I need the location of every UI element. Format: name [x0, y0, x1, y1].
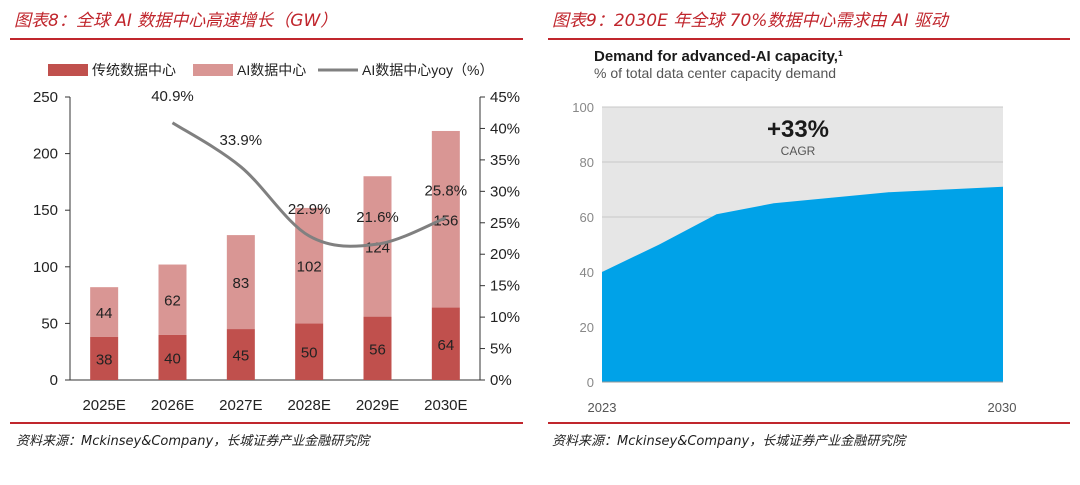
- y2-tick-label: 0%: [490, 372, 512, 389]
- legend: 传统数据中心 AI数据中心 AI数据中心yoy（%）: [48, 62, 493, 78]
- bar-label-ai: 83: [232, 275, 249, 292]
- y2-tick-label: 20%: [490, 246, 520, 263]
- bar-label-ai: 102: [297, 259, 322, 276]
- legend-label: 传统数据中心: [92, 62, 176, 78]
- area-chart-subtitle: % of total data center capacity demand: [594, 65, 836, 81]
- bar-label-traditional: 50: [301, 345, 318, 362]
- y-tick-label: 0: [587, 375, 594, 390]
- area-series: [602, 186, 1003, 382]
- bar-label-traditional: 40: [164, 350, 181, 367]
- bar-traditional: [90, 336, 119, 380]
- y2-tick-label: 5%: [490, 341, 512, 358]
- cagr-label: CAGR: [781, 144, 816, 158]
- right-chart-title: 图表9：2030E 年全球 70%数据中心需求由 AI 驱动: [552, 11, 948, 31]
- x-tick-label: 2030E: [424, 397, 467, 414]
- cagr-value: +33%: [767, 116, 829, 143]
- right-source-note: 资料来源：Mckinsey&Company，长城证券产业金融研究院: [552, 434, 906, 449]
- bar-label-traditional: 38: [96, 351, 113, 368]
- y-tick-label: 200: [33, 146, 58, 163]
- x-tick-label: 2028E: [287, 397, 330, 414]
- y2-tick-label: 45%: [490, 89, 520, 106]
- y-tick-label: 60: [580, 210, 594, 225]
- left-source-rule: [10, 422, 523, 424]
- x-tick-label: 2027E: [219, 397, 262, 414]
- y-tick-label: 100: [33, 259, 58, 276]
- yoy-label: 25.8%: [425, 183, 468, 200]
- legend-swatch: [193, 64, 233, 76]
- bar-ai: [226, 235, 255, 330]
- bar-label-ai: 62: [164, 293, 181, 310]
- y2-tick-label: 25%: [490, 215, 520, 232]
- right-title-rule: [548, 38, 1070, 40]
- legend-label: AI数据中心yoy（%）: [362, 62, 493, 78]
- y2-tick-label: 35%: [490, 152, 520, 169]
- stacked-bar-chart: 传统数据中心 AI数据中心 AI数据中心yoy（%） 0 50 100 150 200 250 0…: [33, 62, 520, 414]
- y2-tick-label: 40%: [490, 120, 520, 137]
- bar-label-ai: 156: [433, 212, 458, 229]
- legend-label: AI数据中心: [237, 62, 306, 78]
- y-tick-label: 0: [50, 372, 58, 389]
- y2-tick-label: 30%: [490, 183, 520, 200]
- bar-label-traditional: 56: [369, 341, 386, 358]
- yoy-label: 40.9%: [151, 88, 194, 105]
- bar-traditional: [431, 307, 460, 380]
- bar-ai: [158, 264, 187, 335]
- legend-swatch: [48, 64, 88, 76]
- bar-traditional: [363, 316, 392, 380]
- yoy-label: 22.9%: [288, 201, 331, 218]
- y-tick-label: 250: [33, 89, 58, 106]
- x-tick-label: 2023: [588, 400, 617, 415]
- bar-ai: [90, 287, 119, 337]
- y2-tick-label: 10%: [490, 309, 520, 326]
- yoy-label: 33.9%: [220, 132, 263, 149]
- bar-label-ai: 44: [96, 305, 113, 322]
- ai-capacity-area-chart: Demand for advanced-AI capacity,¹% of to…: [572, 48, 1017, 415]
- x-tick-label: 2025E: [82, 397, 125, 414]
- y2-tick-label: 15%: [490, 278, 520, 295]
- y-tick-label: 20: [580, 320, 594, 335]
- x-tick-label: 2029E: [356, 397, 399, 414]
- y-tick-label: 40: [580, 265, 594, 280]
- bar-traditional: [158, 334, 187, 380]
- y-tick-label: 50: [41, 315, 58, 332]
- y-tick-label: 80: [580, 155, 594, 170]
- left-source-note: 资料来源：Mckinsey&Company，长城证券产业金融研究院: [16, 434, 370, 449]
- yoy-label: 21.6%: [356, 209, 399, 226]
- x-tick-label: 2030: [988, 400, 1017, 415]
- y-tick-label: 150: [33, 202, 58, 219]
- area-chart-title: Demand for advanced-AI capacity,¹: [594, 48, 843, 65]
- y-tick-label: 100: [572, 100, 594, 115]
- bar-traditional: [226, 329, 255, 380]
- right-source-rule: [548, 422, 1070, 424]
- bar-ai: [295, 207, 324, 324]
- bar-traditional: [295, 323, 324, 380]
- left-chart-title: 图表8：全球 AI 数据中心高速增长（GW）: [14, 11, 338, 31]
- left-title-rule: [10, 38, 523, 40]
- bar-label-traditional: 64: [437, 337, 454, 354]
- bar-label-traditional: 45: [232, 348, 249, 365]
- x-tick-label: 2026E: [151, 397, 194, 414]
